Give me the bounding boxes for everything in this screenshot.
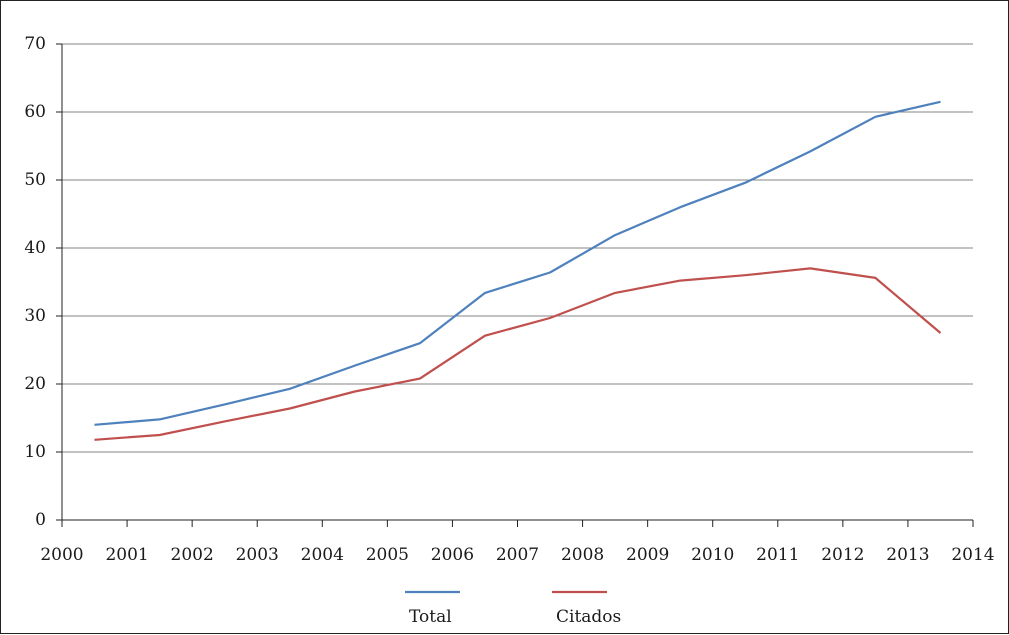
y-tick-label: 70 (24, 34, 46, 54)
x-tick-label: 2013 (886, 545, 929, 565)
y-tick-label: 10 (24, 442, 46, 462)
x-tick-label: 2012 (821, 545, 864, 565)
x-tick-label: 2006 (431, 545, 474, 565)
y-tick-label: 30 (24, 306, 46, 326)
x-tick-label: 2011 (756, 545, 799, 565)
x-tick-label: 2007 (496, 545, 539, 565)
x-tick-label: 2002 (171, 545, 214, 565)
x-tick-label: 2001 (105, 545, 148, 565)
x-tick-label: 2003 (236, 545, 279, 565)
x-tick-label: 2010 (691, 545, 734, 565)
x-tick-label: 2009 (626, 545, 669, 565)
grid-lines (62, 43, 973, 453)
series-line-citados (94, 267, 942, 441)
y-tick-label: 20 (24, 374, 46, 394)
x-tick-label: 2008 (561, 545, 604, 565)
y-tick-label: 40 (24, 238, 46, 258)
y-tick-label: 0 (35, 510, 46, 530)
x-tick-label: 2004 (301, 545, 344, 565)
series-line-total (94, 100, 941, 426)
legend: Total Citados (405, 590, 621, 627)
legend-label-total: Total (409, 607, 452, 627)
y-tick-label: 50 (24, 170, 46, 190)
axes: 0 10 20 30 40 50 60 70 2000 2001 2002 2003 2004 2005 2… (24, 34, 994, 565)
x-tick-label: 2005 (366, 545, 409, 565)
x-tick-label: 2000 (40, 545, 83, 565)
legend-label-citados: Citados (556, 607, 621, 627)
x-tick-label: 2014 (951, 545, 994, 565)
y-tick-label: 60 (24, 102, 46, 122)
series-lines (94, 100, 942, 441)
